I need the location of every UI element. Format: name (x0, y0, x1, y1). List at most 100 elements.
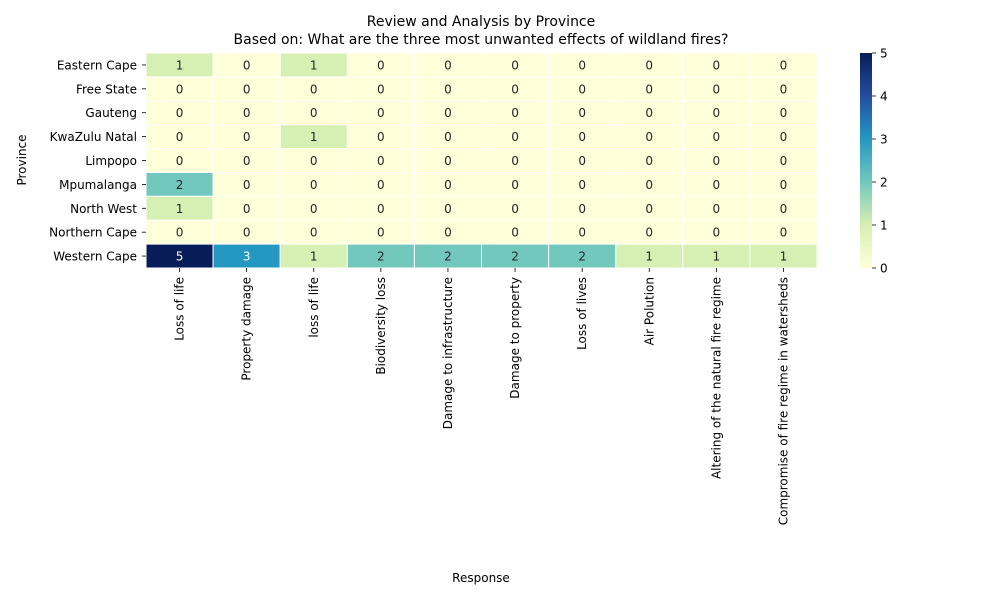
cell-value-label: 0 (310, 226, 318, 240)
colorbar-tick-label: 0 (880, 262, 888, 276)
y-tick-label: Mpumalanga (59, 178, 137, 192)
cell-value-label: 0 (713, 178, 721, 192)
cell-value-label: 0 (578, 82, 586, 96)
cell-value-label: 0 (243, 202, 251, 216)
chart-subtitle: Based on: What are the three most unwant… (234, 32, 729, 48)
cell-value-label: 0 (578, 226, 586, 240)
cell-value-label: 0 (511, 178, 519, 192)
x-tick-label: Loss of lives (575, 277, 589, 350)
cell-value-label: 0 (645, 106, 653, 120)
y-tick-label: Gauteng (85, 106, 137, 120)
colorbar-tick-label: 1 (880, 219, 888, 233)
cell-value-label: 0 (310, 82, 318, 96)
cell-value-label: 0 (780, 106, 788, 120)
cell-value-label: 2 (377, 250, 385, 264)
chart-title: Review and Analysis by Province (367, 14, 596, 30)
heatmap-cells: 1 0 1 0 0 0 0 0 0 0 0 0 0 0 0 0 0 0 0 0 0 0 0 0 0 0 0 0 0 0 0 0 1 0 0 0 0 0 0 0… (145, 52, 818, 269)
x-tick-label: Compromise of fire regime in watersheds (776, 277, 790, 525)
cell-value-label: 0 (377, 58, 385, 72)
cell-value-label: 0 (377, 178, 385, 192)
cell-value-label: 0 (377, 82, 385, 96)
x-tick-label: Biodiversity loss (374, 277, 388, 375)
cell-value-label: 0 (176, 226, 184, 240)
x-tick-label: Altering of the natural fire regime (709, 277, 723, 479)
cell-value-label: 0 (243, 226, 251, 240)
cell-value-label: 0 (243, 58, 251, 72)
x-tick-label: Property damage (240, 277, 254, 381)
cell-value-label: 0 (713, 202, 721, 216)
cell-value-label: 0 (444, 130, 452, 144)
cell-value-label: 0 (511, 154, 519, 168)
cell-value-label: 1 (780, 250, 788, 264)
cell-value-label: 0 (511, 58, 519, 72)
cell-value-label: 0 (780, 154, 788, 168)
cell-value-label: 0 (243, 178, 251, 192)
y-tick-label: North West (70, 202, 137, 216)
cell-value-label: 1 (713, 250, 721, 264)
cell-value-label: 0 (645, 58, 653, 72)
x-tick-label: Air Polution (642, 277, 656, 345)
colorbar-tick-label: 3 (880, 133, 888, 147)
x-tick-label: loss of life (307, 277, 321, 338)
cell-value-label: 0 (578, 130, 586, 144)
cell-value-label: 0 (645, 130, 653, 144)
cell-value-label: 0 (243, 154, 251, 168)
cell-value-label: 0 (444, 58, 452, 72)
cell-value-label: 0 (377, 202, 385, 216)
cell-value-label: 2 (511, 250, 519, 264)
y-tick-label: Eastern Cape (57, 58, 137, 72)
cell-value-label: 0 (444, 226, 452, 240)
cell-value-label: 3 (243, 250, 251, 264)
cell-value-label: 1 (645, 250, 653, 264)
cell-value-label: 0 (377, 106, 385, 120)
y-tick-label: Free State (76, 82, 137, 96)
cell-value-label: 1 (176, 58, 184, 72)
cell-value-label: 0 (780, 82, 788, 96)
cell-value-label: 0 (310, 106, 318, 120)
cell-value-label: 0 (377, 154, 385, 168)
x-tick-labels: Loss of life Property damage loss of life B… (173, 268, 790, 525)
cell-value-label: 2 (176, 178, 184, 192)
cell-value-label: 0 (176, 106, 184, 120)
cell-value-label: 0 (780, 58, 788, 72)
cell-value-label: 0 (243, 130, 251, 144)
x-tick-label: Damage to infrastructure (441, 277, 455, 429)
cell-value-label: 0 (645, 82, 653, 96)
cell-value-label: 1 (310, 250, 318, 264)
cell-value-label: 0 (713, 82, 721, 96)
cell-value-label: 2 (444, 250, 452, 264)
cell-value-label: 0 (645, 202, 653, 216)
colorbar (860, 53, 872, 268)
cell-value-label: 0 (645, 178, 653, 192)
cell-value-label: 0 (713, 58, 721, 72)
cell-value-label: 0 (176, 154, 184, 168)
colorbar-ticks: 0 1 2 3 4 5 (872, 47, 888, 276)
cell-value-label: 0 (444, 82, 452, 96)
cell-value-label: 0 (444, 154, 452, 168)
cell-value-label: 0 (578, 178, 586, 192)
cell-value-label: 0 (444, 202, 452, 216)
cell-value-label: 0 (243, 82, 251, 96)
cell-value-label: 0 (444, 178, 452, 192)
cell-value-label: 0 (444, 106, 452, 120)
cell-value-label: 0 (377, 130, 385, 144)
cell-value-label: 0 (578, 202, 586, 216)
cell-value-label: 0 (310, 154, 318, 168)
cell-value-label: 2 (578, 250, 586, 264)
y-axis-label: Province (15, 134, 29, 185)
cell-value-label: 0 (713, 226, 721, 240)
cell-value-label: 0 (578, 58, 586, 72)
cell-value-label: 0 (713, 154, 721, 168)
cell-value-label: 1 (176, 202, 184, 216)
cell-value-label: 0 (176, 82, 184, 96)
cell-value-label: 0 (176, 130, 184, 144)
colorbar-tick-label: 2 (880, 176, 888, 190)
colorbar-tick-label: 4 (880, 90, 888, 104)
cell-value-label: 0 (713, 130, 721, 144)
cell-value-label: 0 (511, 130, 519, 144)
cell-value-label: 0 (377, 226, 385, 240)
y-tick-labels: Eastern Cape Free State Gauteng KwaZulu Nat… (49, 58, 146, 264)
x-axis-label: Response (452, 571, 510, 585)
cell-value-label: 0 (578, 106, 586, 120)
